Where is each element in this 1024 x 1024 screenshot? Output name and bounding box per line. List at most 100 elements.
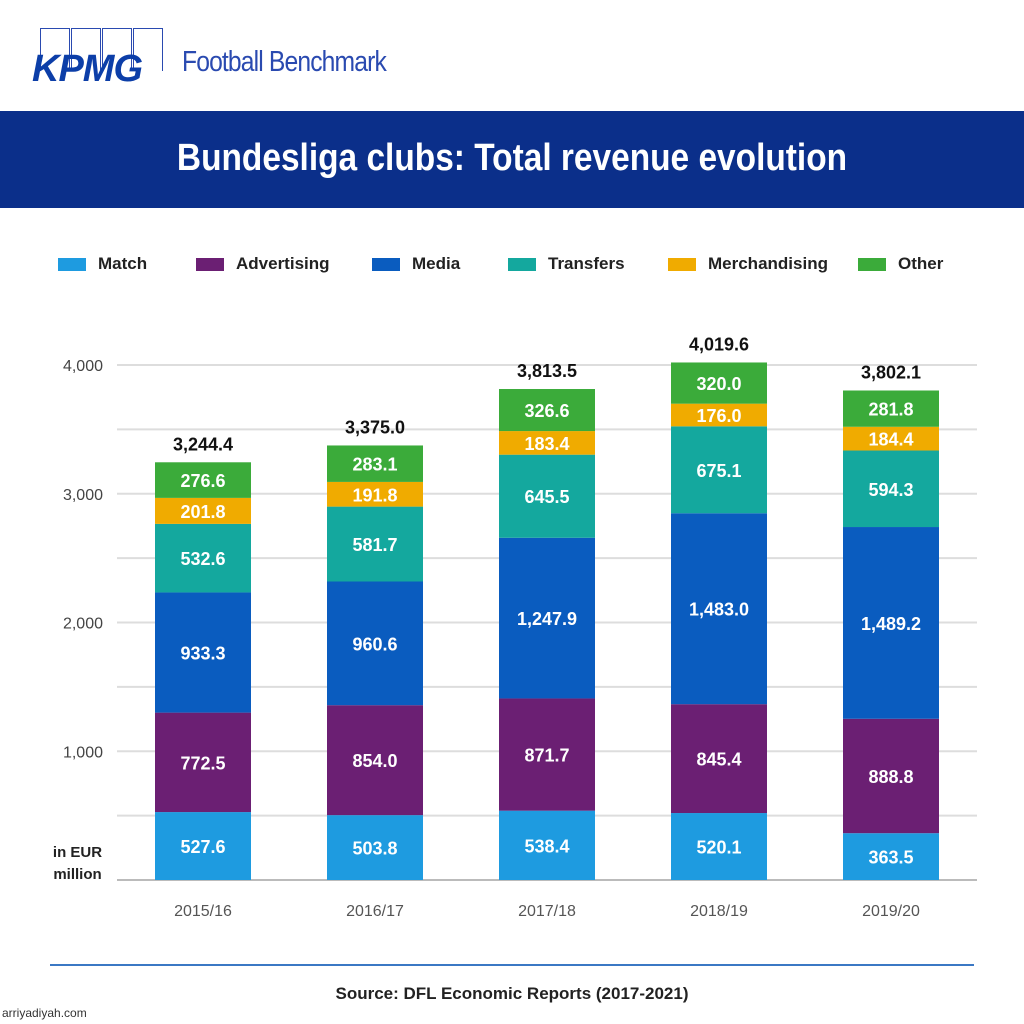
data-label: 645.5 (524, 487, 569, 507)
bar-segment (499, 810, 595, 880)
x-tick-label: 2018/19 (690, 903, 748, 920)
data-label: 871.7 (524, 746, 569, 766)
bar-segment (843, 527, 939, 719)
legend: Match Advertising Media Transfers Merchandis… (58, 254, 943, 274)
data-label: 503.8 (352, 839, 397, 859)
data-label: 183.4 (524, 434, 569, 454)
data-label: 320.0 (696, 374, 741, 394)
data-label: 772.5 (180, 753, 225, 773)
x-tick-label: 2019/20 (862, 903, 920, 920)
bar-segment (499, 454, 595, 538)
x-tick-label: 2015/16 (174, 903, 232, 920)
bar-segment (499, 537, 595, 699)
bar-segment (155, 497, 251, 524)
bar-segment (499, 389, 595, 432)
data-label: 1,483.0 (689, 600, 749, 620)
bar-segment (327, 581, 423, 706)
total-label: 3,813.5 (517, 361, 577, 381)
data-label: 283.1 (352, 455, 397, 475)
legend-swatch (858, 257, 886, 271)
bar-segment (671, 704, 767, 814)
legend-item: Media (372, 254, 508, 274)
watermark: arriyadiyah.com (2, 1006, 87, 1020)
y-tick-label: 2,000 (63, 616, 103, 633)
data-label: 363.5 (868, 848, 913, 868)
data-label: 276.6 (180, 471, 225, 491)
y-tick-label: 1,000 (63, 744, 103, 761)
data-label: 527.6 (180, 837, 225, 857)
data-label: 520.1 (696, 838, 741, 858)
data-label: 888.8 (868, 767, 913, 787)
y-tick-label: 4,000 (63, 358, 103, 375)
data-label: 845.4 (696, 750, 741, 770)
legend-label: Transfers (548, 254, 625, 273)
bar-segment (843, 833, 939, 880)
legend-label: Merchandising (708, 254, 828, 273)
legend-swatch (508, 257, 536, 271)
title-band: Bundesliga clubs: Total revenue evolutio… (0, 111, 1024, 208)
bar-segment (155, 812, 251, 880)
data-label: 191.8 (352, 485, 397, 505)
kpmg-logo: KPMG (32, 28, 163, 88)
data-label: 281.8 (868, 400, 913, 420)
data-label: 581.7 (352, 535, 397, 555)
bar-segment (327, 815, 423, 880)
bar-segment (155, 712, 251, 813)
data-label: 326.6 (524, 401, 569, 421)
total-label: 4,019.6 (689, 334, 749, 354)
data-label: 933.3 (180, 644, 225, 664)
bar-segment (327, 705, 423, 816)
legend-label: Other (898, 254, 944, 273)
data-label: 960.6 (352, 634, 397, 654)
legend-item: Match (58, 254, 196, 274)
legend-item: Advertising (196, 254, 372, 274)
bar-segment (671, 403, 767, 427)
legend-label: Media (412, 254, 461, 273)
logo-text: KPMG (32, 48, 143, 90)
source-note: Source: DFL Economic Reports (2017-2021) (335, 984, 689, 1003)
data-label: 201.8 (180, 502, 225, 522)
data-label: 532.6 (180, 549, 225, 569)
bar-segment (843, 718, 939, 834)
legend-item: Transfers (508, 254, 668, 274)
legend-swatch (372, 257, 400, 271)
data-label: 1,247.9 (517, 609, 577, 629)
legend-swatch (196, 257, 224, 271)
bar-segment (499, 698, 595, 811)
bar-segment (843, 390, 939, 427)
data-label: 675.1 (696, 461, 741, 481)
divider (50, 964, 974, 966)
bar-segment (327, 506, 423, 582)
bar-segment (671, 813, 767, 880)
legend-swatch (58, 257, 86, 271)
legend-label: Advertising (236, 254, 330, 273)
bar-segment (155, 462, 251, 498)
bar-segment (843, 426, 939, 451)
bar-segment (671, 362, 767, 404)
bar-segment (671, 426, 767, 514)
total-label: 3,375.0 (345, 417, 405, 437)
total-label: 3,244.4 (173, 434, 233, 454)
y-tick-label: 3,000 (63, 487, 103, 504)
bar-segment (155, 523, 251, 593)
bar-segment (327, 481, 423, 507)
chart-title: Bundesliga clubs: Total revenue evolutio… (176, 137, 848, 179)
bar-segment (155, 592, 251, 713)
legend-swatch (668, 257, 696, 271)
data-label: 184.4 (868, 430, 913, 450)
data-label: 176.0 (696, 406, 741, 426)
total-label: 3,802.1 (861, 362, 921, 382)
logo-boxes (40, 28, 163, 71)
bar-segment (499, 431, 595, 455)
data-label: 538.4 (524, 836, 569, 856)
bar-segment (327, 445, 423, 482)
data-label: 1,489.2 (861, 614, 921, 634)
legend-item: Other (858, 254, 943, 274)
bar-segment (843, 450, 939, 528)
y-axis-unit: in EUR million (52, 844, 103, 883)
data-label: 854.0 (352, 751, 397, 771)
x-tick-label: 2017/18 (518, 903, 576, 920)
legend-item: Merchandising (668, 254, 858, 274)
bar-segment (671, 513, 767, 705)
